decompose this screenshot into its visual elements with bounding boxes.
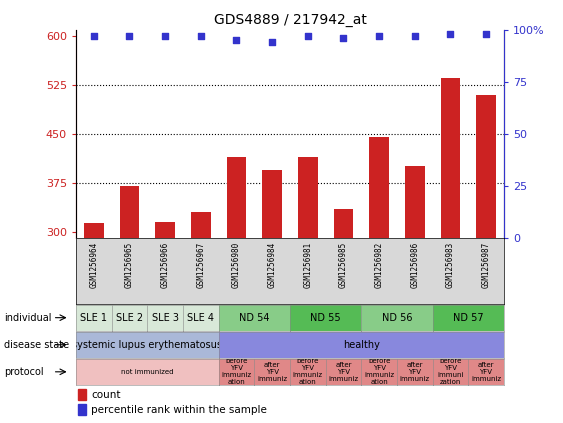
Text: GSM1256967: GSM1256967 (196, 242, 205, 288)
Text: ND 56: ND 56 (382, 313, 412, 323)
Text: after
YFV
immuniz: after YFV immuniz (471, 362, 501, 382)
Text: individual: individual (4, 313, 51, 323)
Text: before
YFV
immuniz
ation: before YFV immuniz ation (364, 358, 394, 385)
Text: healthy: healthy (343, 340, 379, 350)
Bar (441, 79, 460, 238)
Text: GSM1256964: GSM1256964 (90, 242, 99, 288)
Text: before
YFV
immuni
zation: before YFV immuni zation (437, 358, 464, 385)
Text: GSM1256980: GSM1256980 (232, 242, 241, 288)
Bar (227, 157, 246, 238)
Title: GDS4889 / 217942_at: GDS4889 / 217942_at (213, 13, 367, 27)
Text: before
YFV
immuniz
ation: before YFV immuniz ation (221, 358, 252, 385)
Text: GSM1256966: GSM1256966 (160, 242, 169, 288)
Point (339, 35, 348, 41)
Text: GSM1256984: GSM1256984 (267, 242, 276, 288)
Text: GSM1256986: GSM1256986 (410, 242, 419, 288)
Text: not immunized: not immunized (121, 369, 173, 375)
Bar (298, 157, 318, 238)
Bar (84, 223, 104, 238)
Text: ND 55: ND 55 (310, 313, 341, 323)
Bar (191, 212, 211, 238)
Bar (405, 167, 425, 238)
Point (125, 33, 134, 39)
Text: after
YFV
immuniz: after YFV immuniz (400, 362, 430, 382)
Text: ND 54: ND 54 (239, 313, 270, 323)
Point (267, 39, 276, 46)
Bar (369, 137, 389, 238)
Point (481, 30, 490, 37)
Bar (476, 95, 496, 238)
Bar (155, 222, 175, 238)
Point (303, 33, 312, 39)
Bar (262, 170, 282, 238)
Text: systemic lupus erythematosus: systemic lupus erythematosus (72, 340, 222, 350)
Bar (120, 186, 139, 238)
Text: ND 57: ND 57 (453, 313, 484, 323)
Bar (78, 389, 86, 400)
Text: percentile rank within the sample: percentile rank within the sample (91, 405, 267, 415)
Point (90, 33, 99, 39)
Text: protocol: protocol (4, 367, 43, 377)
Text: before
YFV
immuniz
ation: before YFV immuniz ation (293, 358, 323, 385)
Text: SLE 4: SLE 4 (187, 313, 215, 323)
Text: disease state: disease state (4, 340, 69, 350)
Text: after
YFV
immuniz: after YFV immuniz (257, 362, 287, 382)
Point (374, 33, 383, 39)
Text: SLE 1: SLE 1 (81, 313, 108, 323)
Text: GSM1256981: GSM1256981 (303, 242, 312, 288)
Text: GSM1256985: GSM1256985 (339, 242, 348, 288)
Point (196, 33, 205, 39)
Text: SLE 2: SLE 2 (116, 313, 143, 323)
Bar (78, 404, 86, 415)
Point (160, 33, 169, 39)
Text: count: count (91, 390, 120, 400)
Text: SLE 3: SLE 3 (151, 313, 178, 323)
Point (446, 30, 455, 37)
Point (410, 33, 419, 39)
Point (232, 37, 241, 44)
Text: after
YFV
immuniz: after YFV immuniz (328, 362, 359, 382)
Text: GSM1256965: GSM1256965 (125, 242, 134, 288)
Bar (334, 209, 353, 238)
Text: GSM1256987: GSM1256987 (481, 242, 490, 288)
Text: GSM1256982: GSM1256982 (374, 242, 383, 288)
Text: GSM1256983: GSM1256983 (446, 242, 455, 288)
